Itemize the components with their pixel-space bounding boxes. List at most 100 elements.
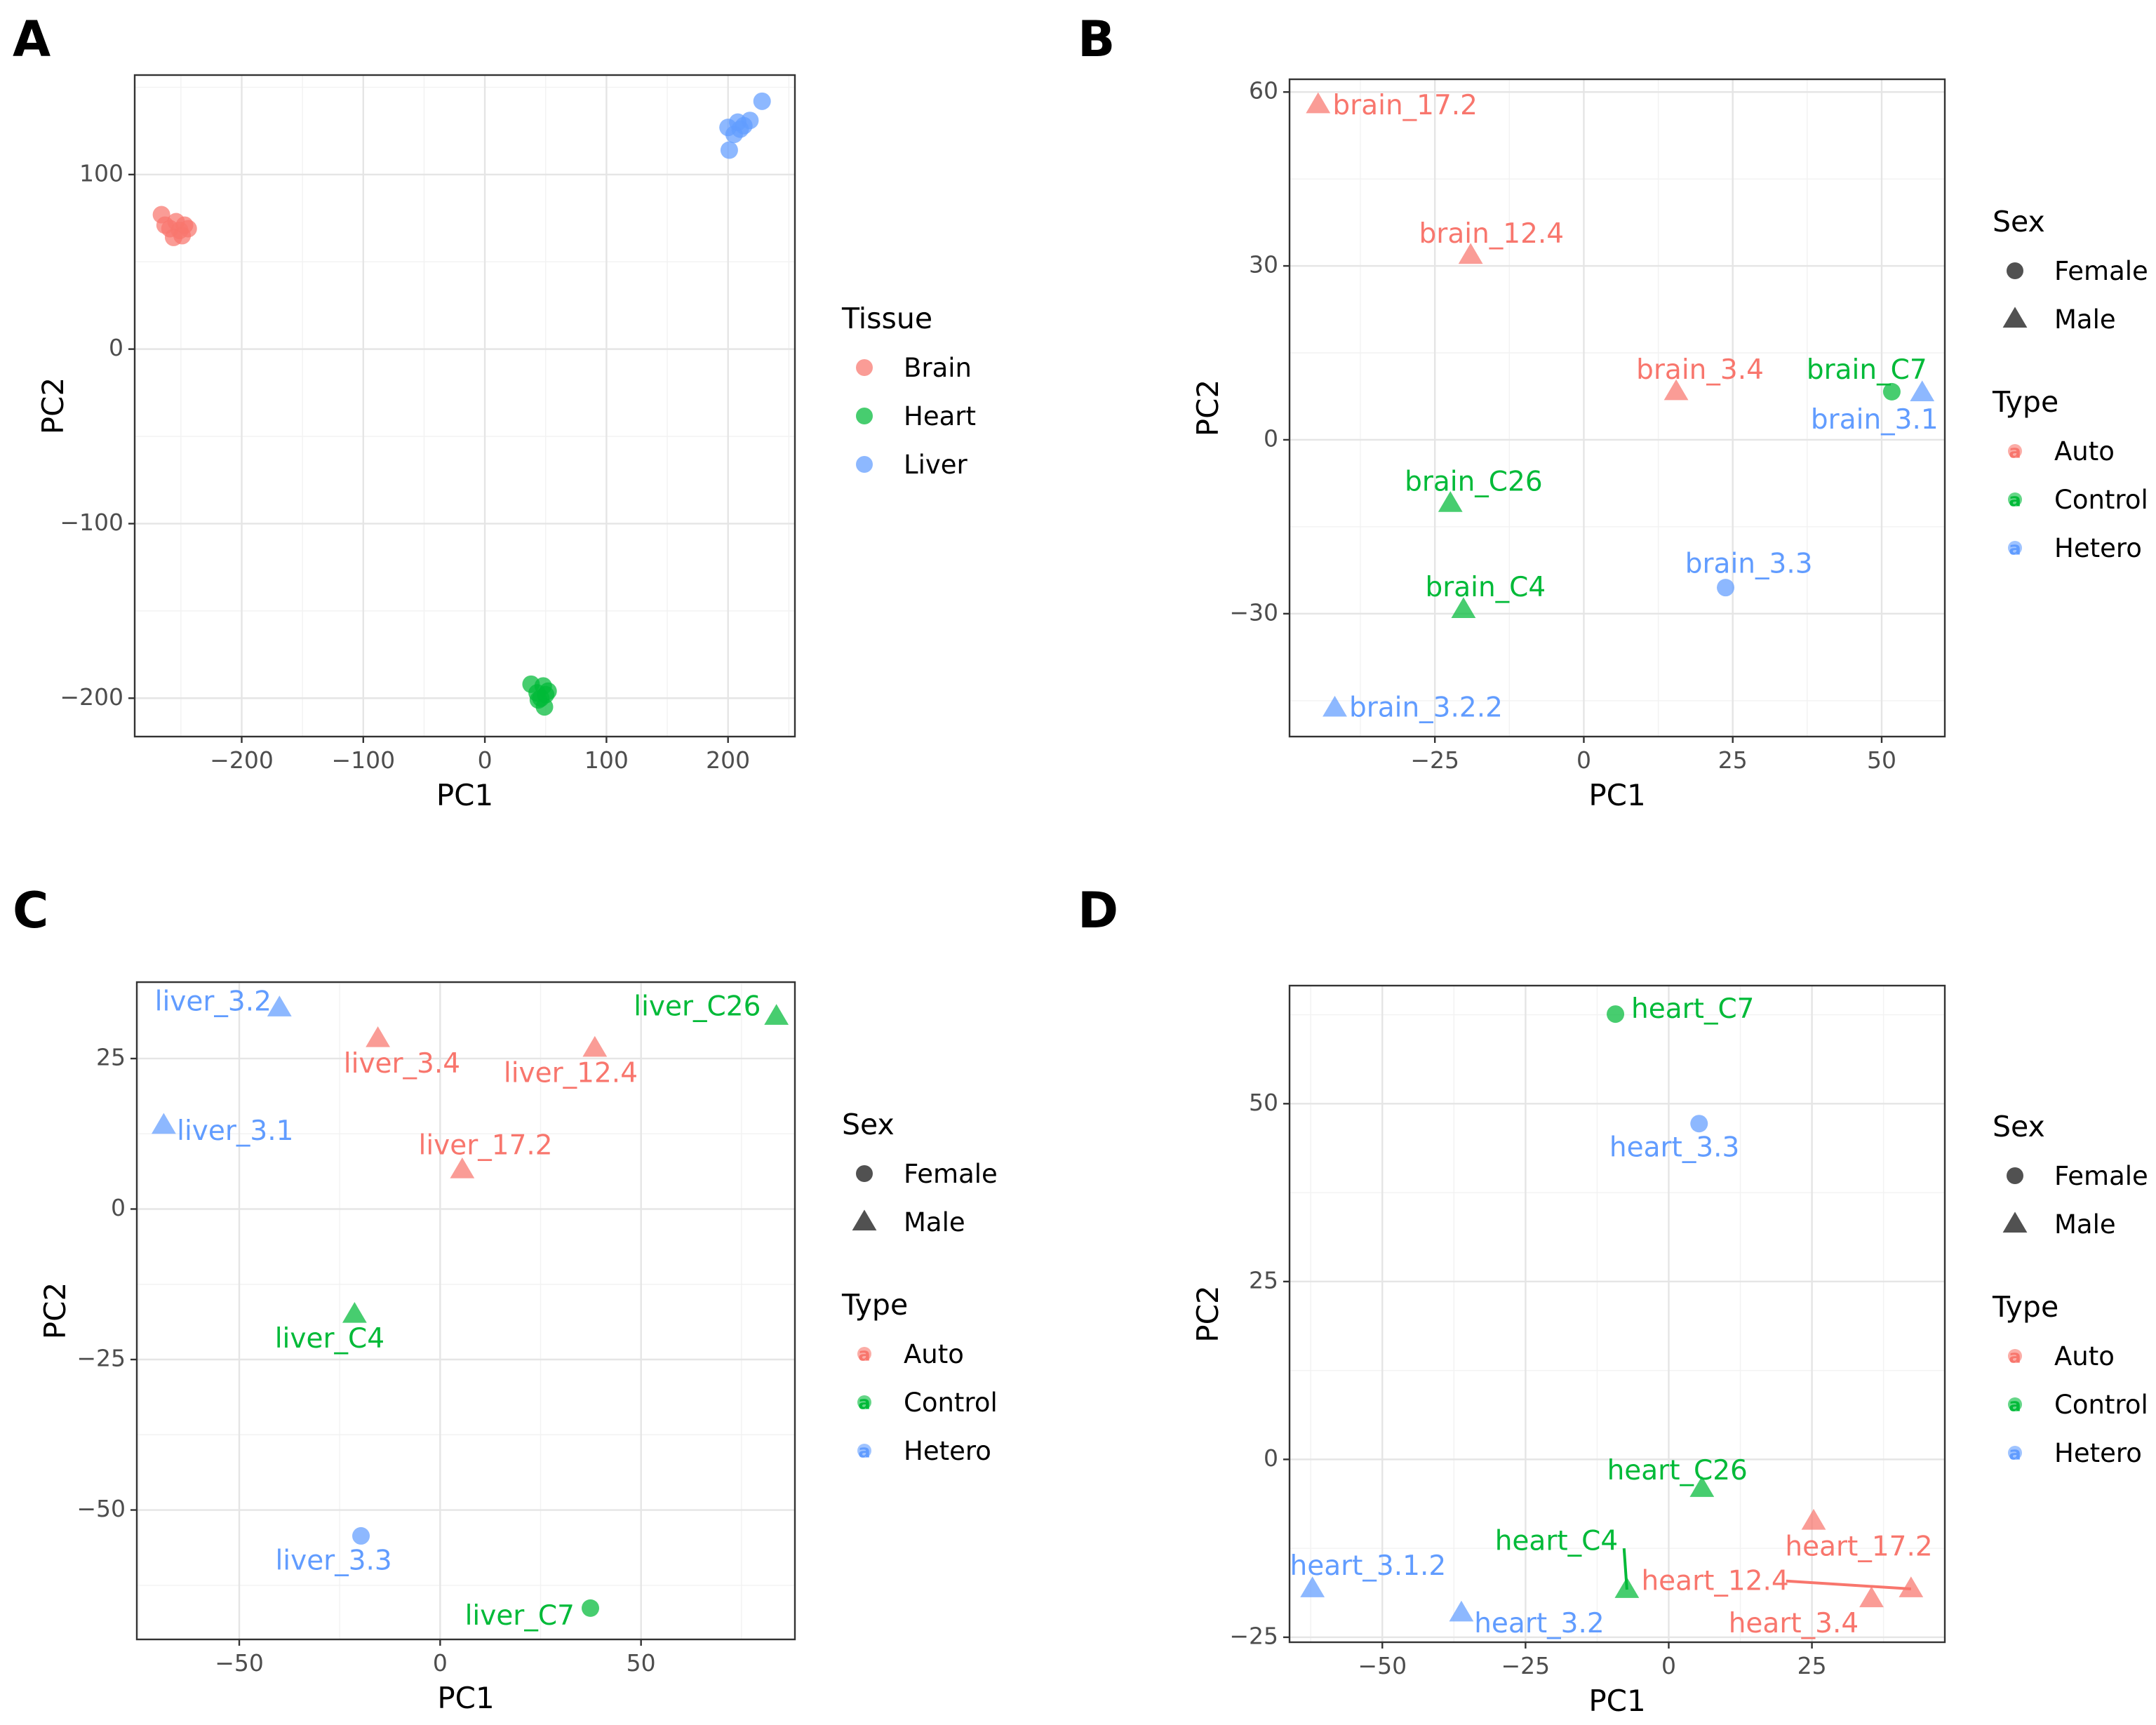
- x-tick-label: −50: [215, 1649, 264, 1677]
- point-label: brain_3.4: [1636, 354, 1764, 386]
- legend-key-glyph: a: [2009, 490, 2021, 511]
- y-tick-label: −50: [76, 1495, 126, 1522]
- plot-background: [135, 75, 795, 737]
- legend-label: Male: [2054, 304, 2116, 335]
- panel-letter: B: [1078, 11, 1115, 68]
- gridlines: [135, 75, 795, 737]
- y-axis-title: PC2: [1191, 1285, 1225, 1342]
- y-tick-label: 0: [1264, 1444, 1278, 1472]
- data-point: [1717, 579, 1735, 597]
- point-label: heart_C7: [1631, 993, 1754, 1025]
- legend-label: Control: [2054, 485, 2148, 515]
- y-tick-label: 0: [1264, 424, 1278, 452]
- point-label: brain_17.2: [1332, 90, 1478, 121]
- legend-label: Liver: [904, 450, 968, 480]
- data-point: [1323, 695, 1347, 717]
- data-point: [342, 1301, 367, 1323]
- legend-key: [2002, 1211, 2028, 1233]
- gridlines: [1290, 79, 1945, 737]
- legend-label: Female: [2054, 256, 2148, 286]
- legend-key: [857, 1347, 871, 1361]
- x-tick-label: 25: [1797, 1652, 1827, 1679]
- point-label: liver_C26: [634, 991, 761, 1022]
- x-tick-label: 50: [1867, 746, 1896, 774]
- data-point: [1438, 491, 1463, 512]
- point-label: brain_12.4: [1419, 218, 1565, 250]
- data-points: [1306, 92, 1935, 717]
- legend-label: Female: [904, 1159, 998, 1189]
- legend-title: Sex: [1993, 1110, 2045, 1143]
- legend-label: Male: [904, 1207, 965, 1237]
- legend-key: [852, 1209, 877, 1230]
- gridlines: [137, 982, 795, 1639]
- x-tick-label: −50: [1358, 1652, 1407, 1679]
- legend-key: [2008, 1446, 2022, 1460]
- legend-key: [2002, 307, 2028, 328]
- y-tick-label: −200: [60, 683, 123, 711]
- plot-background: [1290, 986, 1945, 1642]
- y-tick-label: 60: [1249, 77, 1278, 105]
- x-axis-title: PC1: [437, 1681, 494, 1715]
- panel-letter: D: [1078, 882, 1118, 939]
- legend-label: Control: [904, 1388, 998, 1418]
- y-tick-label: 25: [1249, 1266, 1278, 1294]
- legend-label: Brain: [904, 353, 972, 383]
- legend-label: Control: [2054, 1390, 2148, 1420]
- y-tick-label: 100: [79, 159, 123, 187]
- data-point: [529, 691, 547, 709]
- panel-letter: C: [13, 882, 48, 939]
- y-tick-label: −100: [60, 509, 123, 536]
- legend-sex: Sex Female Male: [1993, 205, 2148, 335]
- plot-background: [137, 982, 795, 1639]
- legend-label: Auto: [2054, 1341, 2115, 1371]
- legend-label: Hetero: [904, 1436, 991, 1466]
- legend-key: [2008, 1397, 2022, 1411]
- legend-sex: Sex Female Male: [842, 1108, 998, 1237]
- y-tick-label: −25: [76, 1345, 126, 1372]
- legend-title: Type: [1992, 385, 2058, 419]
- data-point: [1663, 379, 1689, 401]
- y-axis-title: PC2: [38, 1282, 72, 1339]
- point-label: liver_17.2: [418, 1130, 552, 1162]
- data-point: [1859, 1586, 1884, 1608]
- plot-frame: [133, 74, 796, 738]
- gridlines: [1290, 986, 1945, 1642]
- y-axis-title: PC2: [1191, 380, 1225, 436]
- y-axis-title: PC2: [36, 377, 70, 434]
- legend-key: [2007, 1167, 2023, 1184]
- panel-d: Dheart_C7heart_3.3heart_C26heart_17.2hea…: [1078, 882, 2148, 1718]
- legend-key: [856, 1165, 873, 1182]
- point-label: brain_3.3: [1685, 549, 1813, 580]
- x-tick-label: 200: [706, 746, 750, 774]
- legend-key: [2008, 444, 2022, 458]
- plot-frame: [1288, 984, 1946, 1644]
- label-leader-line: [1786, 1579, 1911, 1590]
- y-tick-label: −25: [1229, 1622, 1278, 1649]
- legend-label: Hetero: [2054, 533, 2142, 563]
- data-point: [741, 112, 759, 130]
- legend-key: [2007, 262, 2023, 279]
- plot-background: [1290, 79, 1945, 737]
- data-point: [1607, 1005, 1625, 1023]
- data-point: [764, 1004, 789, 1025]
- legend-sex: Sex Female Male: [1993, 1110, 2148, 1240]
- plot-frame: [135, 981, 796, 1641]
- legend-key-glyph: a: [2009, 1395, 2021, 1416]
- point-label: brain_3.2.2: [1349, 692, 1503, 724]
- legend-type: Type a Auto a Control a Hetero: [1992, 1290, 2148, 1468]
- point-label: heart_3.2: [1474, 1608, 1604, 1639]
- legend-label: Auto: [904, 1339, 964, 1369]
- panel-letter: A: [13, 11, 51, 68]
- legend-title: Sex: [842, 1108, 895, 1141]
- point-label: liver_3.2: [155, 986, 272, 1018]
- legend-type: Type a Auto a Control a Hetero: [1992, 385, 2148, 563]
- x-tick-label: −200: [210, 746, 274, 774]
- x-tick-label: −100: [331, 746, 395, 774]
- data-point: [1801, 1508, 1826, 1530]
- data-point: [267, 995, 292, 1016]
- panel-a: A −200 −100 0 100 200 −200 −100 0 100 PC1 PC2 Tissue…: [13, 11, 976, 812]
- data-points: [1300, 1005, 1924, 1622]
- data-point: [720, 141, 738, 159]
